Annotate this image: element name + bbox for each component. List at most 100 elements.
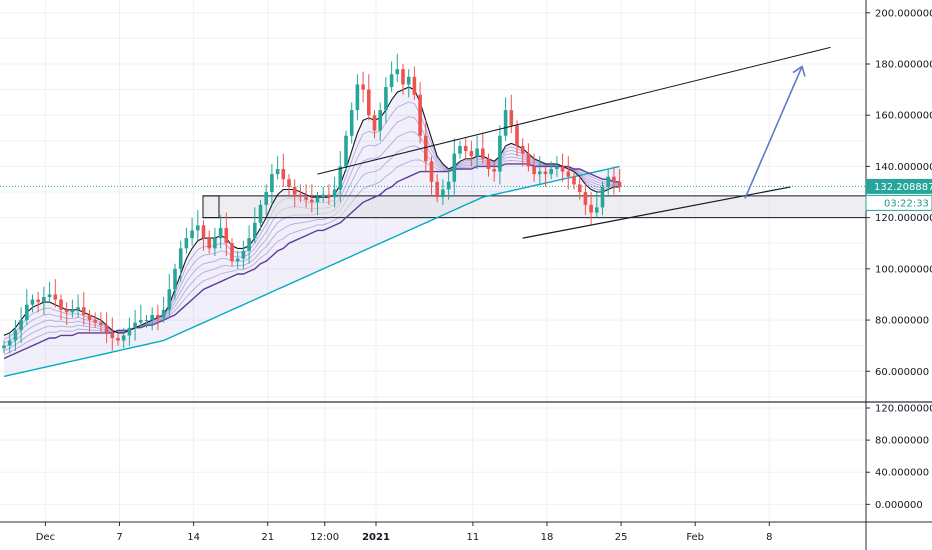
candle-body [520,145,525,154]
y-tick-label: 80.000000 [875,316,929,327]
candle-body [230,243,234,262]
trend-drawings[interactable] [317,46,831,239]
candle-body [429,161,434,182]
candle-body [583,192,588,205]
candle-body [395,69,400,75]
candle-body [515,125,519,146]
candle-body [526,153,531,167]
y-tick-label: 120.000000 [875,213,932,224]
y-tick-label-lower: 40.000000 [875,468,929,479]
candle-body [321,194,325,198]
candle-body [435,181,439,198]
candle-body [315,197,320,203]
candle-body [76,307,80,310]
candle-body [469,151,474,157]
candle-body [253,222,257,239]
candle-body [600,186,605,208]
candle-body [87,314,92,321]
candle-body [298,194,303,198]
candle-body [555,166,559,169]
x-tick-label: 25 [615,532,628,543]
candle-body [549,168,553,175]
countdown-badge [865,194,932,211]
candle-body [53,294,58,300]
candle-body [338,166,343,190]
candle-body [344,135,348,167]
candle-body [327,194,331,198]
candle-body [378,110,382,131]
candle-body [589,204,593,213]
support-zone-handle[interactable] [202,195,220,219]
x-tick-label: 21 [261,532,274,543]
candle-body [121,335,126,341]
x-tick-label: Feb [686,532,704,543]
candle-body [355,84,360,111]
candle-body [481,148,485,159]
candle-body [36,299,40,303]
candle-body [47,294,52,298]
candle-body [560,166,565,172]
candle-body [150,314,154,321]
candle-body [224,227,229,244]
y-tick-label: 160.000000 [875,111,932,122]
candle-body [178,248,183,269]
candle-body [310,199,314,203]
x-tick-label: 8 [766,532,772,543]
projection-arrow-shaft [744,66,803,199]
x-tick-label: 12:00 [310,532,339,543]
candle-body [349,110,354,136]
candle-body [412,76,417,95]
candle-body [612,176,616,182]
candle-body [532,166,536,175]
candle-body [99,322,103,326]
candle-body [492,168,496,172]
candle-body [418,94,422,136]
y-tick-label: 140.000000 [875,162,932,173]
y-tick-label: 60.000000 [875,367,929,378]
candle-body [458,145,462,154]
candle-body [264,192,268,205]
candle-body [372,115,377,131]
candle-body [13,330,18,341]
candle-body [30,299,35,305]
candle-body [361,84,365,90]
candle-body [235,258,240,262]
y-tick-label: 100.000000 [875,264,932,275]
last-price-value: 132.208887 [874,182,932,193]
candle-body [503,110,508,136]
candle-body [59,299,63,310]
candle-body [127,327,132,336]
candle-body [617,181,622,187]
candle-body [2,345,6,349]
candle-body [173,268,177,290]
x-tick-label: 18 [541,532,554,543]
candle-body [406,76,411,85]
candle-body [304,197,308,200]
candle-body [367,89,371,116]
y-tick-label-lower: 80.000000 [875,436,929,447]
candle-body [19,320,23,331]
candle-body [42,297,46,303]
candle-body [572,176,576,185]
candle-body [116,337,120,341]
upper-trendline [317,46,831,175]
y-tick-label-lower: 0.000000 [875,500,923,511]
candles [2,53,622,354]
candle-body [538,171,542,175]
support-zone[interactable] [202,195,867,219]
candle-body [64,309,69,313]
candle-body [401,69,405,85]
candle-body [207,238,211,249]
candle-body [82,307,86,315]
candle-body [110,332,115,338]
candle-body [452,153,457,182]
candle-body [144,320,149,322]
x-tick-label: Dec [36,532,55,543]
candle-body [384,87,388,111]
candle-body [292,186,297,195]
candle-body [218,227,223,239]
candle-body [196,225,200,231]
